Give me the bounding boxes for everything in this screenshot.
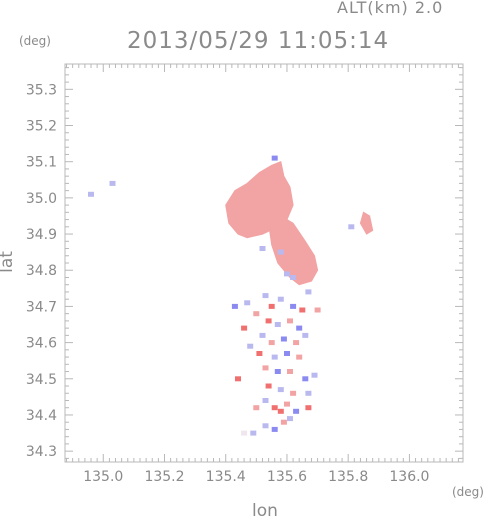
y-unit-label: (deg)	[19, 34, 51, 48]
data-point	[311, 372, 318, 378]
data-point	[241, 325, 248, 331]
data-point	[247, 343, 254, 349]
data-point	[287, 318, 293, 324]
data-point	[305, 390, 312, 396]
data-point	[244, 300, 251, 306]
data-point	[305, 289, 312, 295]
y-tick-label: 35.3	[26, 82, 57, 98]
data-point	[280, 419, 287, 425]
timestamp-title: 2013/05/29 11:05:14	[127, 28, 390, 54]
x-tick-label: 135.6	[267, 469, 307, 485]
data-point	[271, 354, 278, 360]
data-point	[109, 180, 116, 186]
data-point	[296, 325, 303, 331]
x-axis-label: lon	[252, 501, 278, 521]
y-tick-label: 34.7	[26, 299, 57, 315]
tick-layer: 135.0 135.2 135.4 135.6 135.8 136.0 34.3 34.4 34…	[26, 64, 463, 485]
y-tick-label: 34.4	[26, 408, 57, 424]
data-point	[259, 246, 266, 251]
data-point	[277, 249, 284, 255]
data-point	[284, 271, 290, 277]
x-unit-label: (deg)	[452, 485, 484, 499]
data-point	[284, 351, 290, 356]
data-region-south-east-patch	[268, 215, 319, 286]
data-point	[250, 430, 257, 436]
x-tick-label: 135.0	[83, 469, 123, 485]
data-point	[280, 336, 287, 342]
data-region-east-patch	[359, 211, 374, 235]
data-layer	[88, 155, 374, 436]
x-tick-label: 135.8	[328, 469, 368, 485]
data-point	[302, 376, 309, 382]
data-point	[348, 224, 355, 230]
data-point	[287, 369, 293, 374]
data-point	[287, 416, 293, 422]
data-point	[259, 332, 266, 338]
data-point	[277, 296, 284, 302]
data-point	[296, 354, 303, 360]
data-point	[265, 383, 272, 389]
data-point	[277, 387, 284, 393]
y-tick-label: 34.3	[26, 444, 57, 460]
data-point	[262, 398, 269, 403]
data-point	[274, 369, 281, 374]
data-point	[268, 340, 275, 346]
data-point	[314, 307, 321, 313]
data-point	[271, 155, 278, 161]
data-point	[277, 408, 284, 414]
data-point	[274, 322, 281, 327]
data-point	[256, 351, 263, 356]
data-point	[253, 405, 260, 411]
data-point	[262, 293, 269, 299]
data-point	[290, 390, 297, 396]
x-tick-label: 135.4	[206, 469, 246, 485]
data-point	[293, 408, 300, 414]
y-tick-label: 34.6	[26, 336, 57, 352]
y-tick-label: 34.5	[26, 372, 57, 388]
y-tick-label: 34.8	[26, 263, 57, 279]
data-point	[293, 340, 300, 346]
y-tick-label: 35.2	[26, 119, 57, 135]
y-tick-label: 35.0	[26, 191, 57, 207]
data-point	[299, 307, 306, 313]
data-point	[305, 405, 312, 411]
y-tick-label: 35.1	[26, 155, 57, 171]
altitude-label: ALT(km) 2.0	[337, 0, 444, 17]
data-point	[262, 423, 269, 429]
y-tick-label: 34.9	[26, 227, 57, 243]
data-point	[235, 376, 241, 382]
data-point	[262, 365, 269, 371]
x-tick-label: 135.2	[144, 469, 184, 485]
data-point	[265, 318, 272, 324]
data-point	[253, 311, 260, 317]
data-point	[271, 426, 278, 432]
data-point	[284, 401, 290, 407]
data-point	[268, 303, 275, 309]
data-point	[271, 405, 278, 411]
data-point	[231, 303, 238, 309]
data-point	[241, 430, 248, 436]
data-point	[290, 275, 297, 280]
x-tick-label: 136.0	[389, 469, 429, 485]
data-point	[88, 191, 94, 197]
data-point	[302, 332, 309, 338]
data-point	[290, 303, 297, 309]
